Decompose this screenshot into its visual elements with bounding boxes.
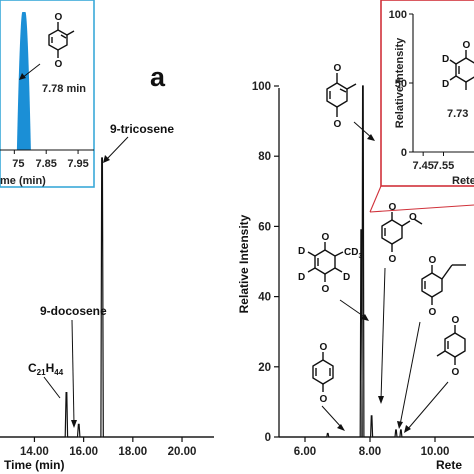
left-inset-arrowhead (19, 73, 26, 80)
atom-oxygen: O (322, 284, 330, 295)
docosene-label: 9-docosene (40, 304, 107, 318)
right-inset-y-tick-label: 0 (401, 147, 407, 159)
atom-oxygen: O (55, 59, 63, 70)
left-x-tick-label: 14.00 (20, 446, 49, 458)
right-y-tick-label: 40 (258, 292, 271, 304)
atom-oxygen: O (55, 12, 63, 23)
arrowhead (397, 421, 403, 429)
atom-oxygen: O (322, 232, 330, 243)
left-inset-frame (0, 0, 95, 188)
left-x-tick-label: 16.00 (69, 446, 98, 458)
c21h44-label: C21H44 (28, 361, 64, 377)
left-trace-line (0, 157, 214, 438)
deuterated-benzoquinone-structure-inset: O D D (442, 40, 474, 90)
tricosene-arrow (105, 136, 129, 161)
arrow-to-benzoquinone-peak (321, 405, 343, 429)
atom-deuterium: D (343, 272, 350, 283)
left-x-tick-label: 18.00 (118, 446, 147, 458)
atom-deuterium: D (298, 246, 305, 257)
c21h44-arrow (43, 376, 61, 399)
left-x-ticks: 14.00 16.00 18.00 20.00 (20, 437, 196, 458)
tricosene-label: 9-tricosene (110, 122, 174, 136)
arrowhead (361, 314, 369, 321)
right-y-ticks: 0 20 40 60 80 100 (252, 81, 279, 444)
right-inset-peak-label: 7.73 (447, 108, 468, 120)
atom-oxygen: O (320, 394, 328, 405)
right-y-tick-label: 60 (258, 221, 271, 233)
right-inset-frame (380, 0, 474, 187)
atom-oxygen: O (463, 40, 471, 51)
right-inset: 0 50 100 7.457.55 Relative Intensity Rete 7… (369, 0, 474, 213)
left-inset-tick-label: 7.85 (35, 158, 56, 170)
arrowhead (378, 396, 384, 404)
left-inset-tick-label: 7.95 (67, 158, 88, 170)
left-x-tick-label: 20.00 (168, 446, 197, 458)
left-chromatogram: 14.00 16.00 18.00 20.00 Time (min) C21H44 9… (0, 62, 214, 472)
right-x-axis-label: Rete (436, 458, 462, 472)
allyl-benzoquinone-structure: O O (421, 255, 466, 318)
atom-oxygen: O (389, 202, 397, 213)
cd3-group: CD3 (344, 247, 362, 260)
atom-oxygen: O (334, 63, 342, 74)
docosene-arrow (71, 319, 75, 425)
right-inset-callout-line (369, 185, 382, 213)
arrow-to-allyl-peak (399, 321, 421, 426)
right-x-tick-label: 8.00 (359, 446, 381, 458)
right-trace-line (279, 85, 474, 438)
right-inset-x-axis-label: Rete (452, 175, 474, 187)
benzoquinone-structure: O O (312, 342, 334, 405)
atom-deuterium: D (442, 79, 449, 90)
atom-oxygen: O (452, 315, 460, 326)
right-inset-y-axis-label: Relative Intensity (394, 37, 406, 128)
atom-deuterium: D (442, 54, 449, 65)
methoxy-benzoquinone-structure: O O O (381, 202, 423, 265)
left-inset-peak-label: 7.78 min (42, 83, 86, 95)
methyl-benzoquinone-structure: O O (326, 63, 357, 130)
right-inset-y-tick-label: 100 (389, 9, 407, 21)
atom-deuterium: D (298, 272, 305, 283)
right-y-tick-label: 0 (265, 432, 271, 444)
left-inset-tick-label: 75 (12, 158, 24, 170)
panel-label: a (150, 62, 166, 92)
right-x-ticks: 6.00 8.00 10.00 (294, 437, 450, 458)
right-x-tick-label: 10.00 (421, 446, 450, 458)
right-y-tick-label: 20 (258, 362, 271, 374)
docosene-arrowhead (71, 420, 77, 428)
methyl-benzoquinone-structure-inset: O O (48, 12, 75, 70)
arrow-to-methoxy-peak (380, 267, 386, 401)
arrowhead (404, 425, 411, 433)
left-inset-x-ticks: 75 7.85 7.95 (12, 150, 89, 170)
right-inset-x-tick-label: 7.45 (412, 160, 433, 172)
left-inset-arrow (21, 63, 41, 79)
atom-oxygen: O (409, 212, 417, 223)
right-x-tick-label: 6.00 (294, 446, 316, 458)
atom-oxygen: O (334, 119, 342, 130)
right-inset-y-tick-label: 50 (395, 78, 407, 90)
atom-oxygen: O (429, 255, 437, 266)
tricosene-arrowhead (103, 155, 110, 163)
atom-oxygen: O (452, 367, 460, 378)
left-inset: 75 7.85 7.95 me (min) 7.78 min O O (0, 0, 95, 188)
right-y-axis-label: Relative Intensity (237, 214, 251, 313)
atom-oxygen: O (389, 254, 397, 265)
atom-oxygen: O (320, 342, 328, 353)
right-inset-x-tick-label: 7.55 (433, 160, 454, 172)
arrow-to-d6-peak (339, 299, 367, 319)
arrowhead (367, 134, 375, 141)
left-x-axis-label: Time (min) (4, 458, 64, 472)
right-chromatogram: 0 20 40 60 80 100 6.00 8.00 10.00 Relative Inte… (237, 81, 474, 472)
right-inset-callout-line (369, 204, 474, 213)
right-y-tick-label: 80 (258, 151, 271, 163)
atom-oxygen: O (429, 307, 437, 318)
dimethyl-benzoquinone-structure: O O (436, 315, 466, 378)
arrow-to-dimethyl-peak (406, 381, 449, 431)
arrow-to-main-peak (353, 121, 373, 139)
right-y-tick-label: 100 (252, 81, 271, 93)
right-inset-ticks: 0 50 100 7.457.55 (389, 9, 455, 172)
left-inset-x-label: me (min) (0, 175, 46, 187)
d6-benzoquinone-structure: O O D D D CD3 (298, 232, 362, 295)
arrowhead (337, 424, 345, 431)
left-inset-peak-fill (16, 12, 31, 150)
